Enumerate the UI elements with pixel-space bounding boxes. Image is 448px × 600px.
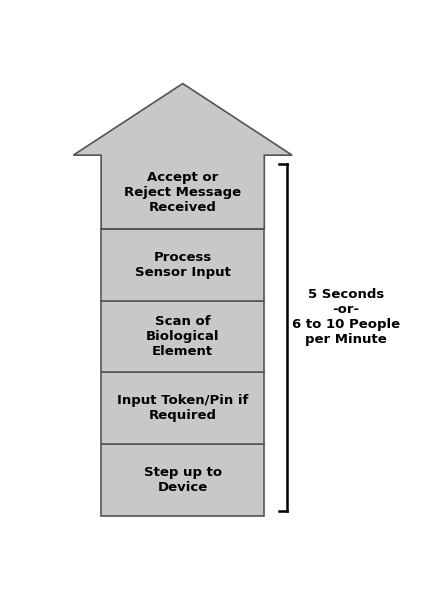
FancyBboxPatch shape [101, 372, 264, 444]
FancyBboxPatch shape [101, 444, 264, 515]
Text: Scan of
Biological
Element: Scan of Biological Element [146, 315, 220, 358]
Text: Process
Sensor Input: Process Sensor Input [135, 251, 231, 279]
Polygon shape [73, 83, 292, 229]
FancyBboxPatch shape [101, 229, 264, 301]
Text: 5 Seconds
-or-
6 to 10 People
per Minute: 5 Seconds -or- 6 to 10 People per Minute [292, 288, 400, 346]
Text: Step up to
Device: Step up to Device [144, 466, 222, 494]
FancyBboxPatch shape [101, 301, 264, 372]
Text: Input Token/Pin if
Required: Input Token/Pin if Required [117, 394, 248, 422]
Text: Accept or
Reject Message
Received: Accept or Reject Message Received [124, 170, 241, 214]
